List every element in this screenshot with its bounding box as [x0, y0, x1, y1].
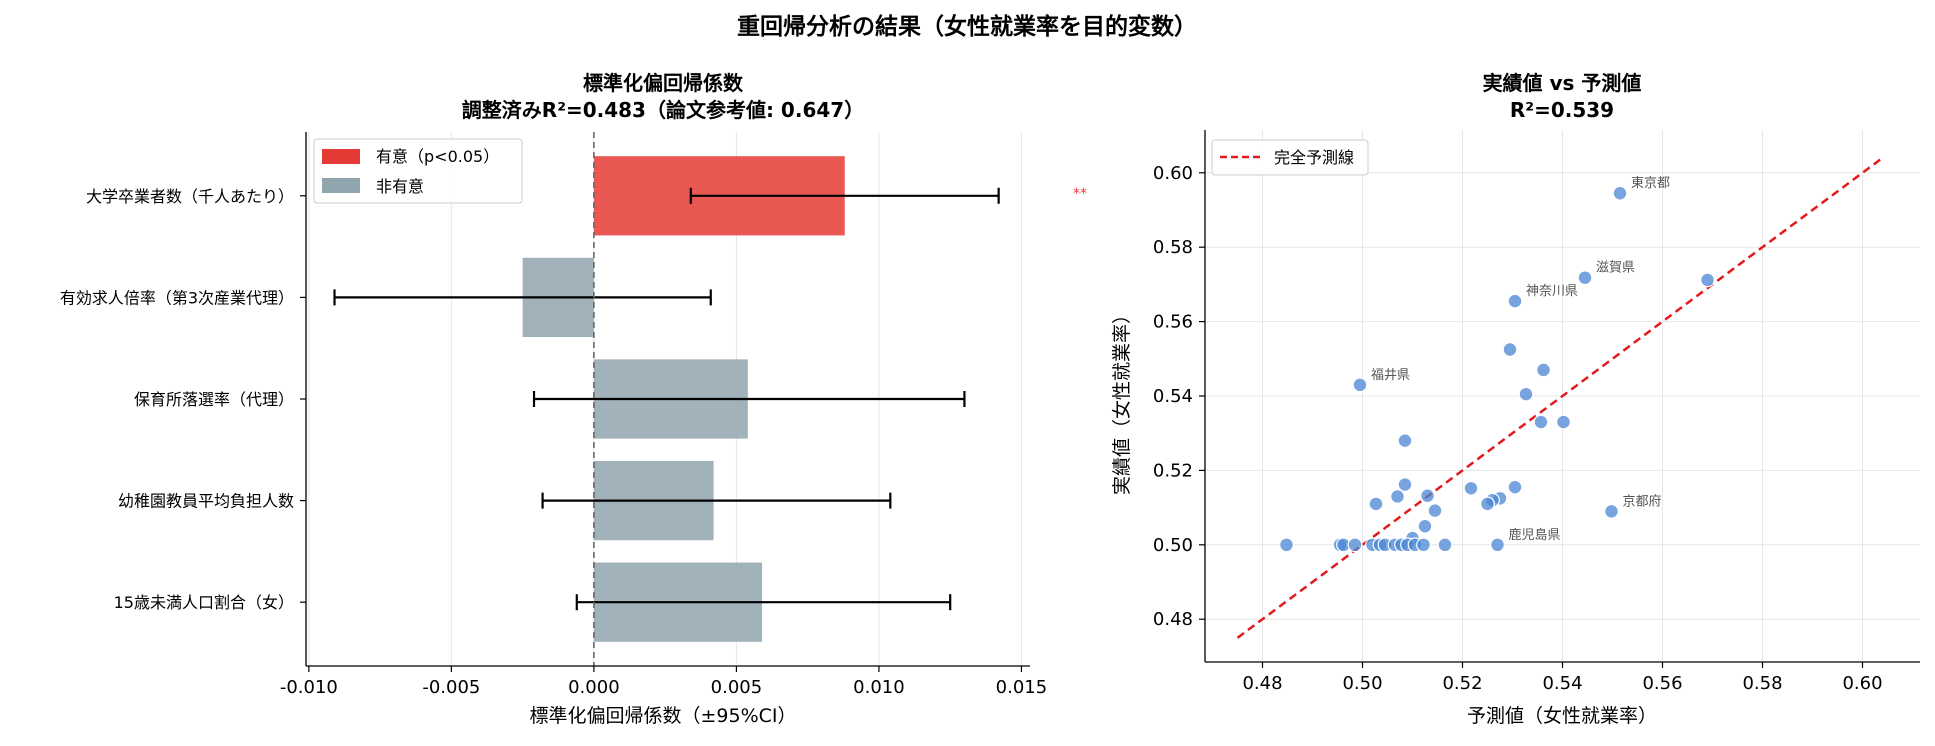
scatter-point — [1556, 414, 1571, 430]
coefficient-legend: 有意（p<0.05） 非有意 — [313, 138, 523, 204]
coefficient-y-ticks: 大学卒業者数（千人あたり） 有効求人倍率（第3次産業代理） 保育所落選率（代理） 幼稚… — [60, 187, 306, 612]
x-tick-label: 0.54 — [1542, 673, 1582, 694]
point-label: 東京都 — [1631, 175, 1670, 191]
scatter-point — [1368, 496, 1384, 512]
scatter-point — [1612, 185, 1628, 201]
point-label: 京都府 — [1623, 494, 1662, 509]
scatter-legend-box — [1211, 139, 1369, 176]
significance-mark: ** — [1073, 186, 1087, 202]
y-tick-label: 0.58 — [1153, 237, 1193, 258]
point-label: 福井県 — [1371, 368, 1410, 383]
scatter-point — [1490, 537, 1505, 553]
coefficient-x-ticks: -0.010 -0.005 0.000 0.005 0.010 0.015 — [280, 666, 1047, 698]
x-tick-label: 0.015 — [996, 677, 1048, 698]
significance-marks: ** — [1073, 186, 1087, 202]
legend-label-significant: 有意（p<0.05） — [376, 147, 499, 166]
scatter-y-axis-label: 実績値（女性就業率） — [1111, 305, 1133, 495]
point-label: 鹿児島県 — [1509, 527, 1561, 543]
x-tick-label: 0.010 — [853, 677, 905, 698]
scatter-point — [1463, 480, 1479, 496]
category-label: 保育所落選率（代理） — [134, 390, 294, 409]
scatter-point — [1347, 537, 1363, 553]
category-label: 15歳未満人口割合（女） — [114, 593, 294, 612]
y-tick-label: 0.54 — [1153, 386, 1193, 407]
scatter-point — [1700, 272, 1715, 288]
scatter-point — [1518, 386, 1534, 402]
point-label: 滋賀県 — [1596, 261, 1635, 276]
figure-title: 重回帰分析の結果（女性就業率を目的変数） — [737, 13, 1197, 40]
x-tick-label: 0.58 — [1742, 673, 1782, 694]
scatter-point — [1397, 477, 1413, 492]
scatter-point — [1397, 433, 1413, 449]
coefficient-panel: 標準化偏回帰係数 調整済みR²=0.483（論文参考値: 0.647） -0.0… — [60, 71, 1087, 727]
legend-swatch-significant — [322, 149, 360, 164]
coefficient-chart-title: 標準化偏回帰係数 — [583, 71, 744, 95]
x-tick-label: 0.52 — [1442, 673, 1482, 694]
coefficient-x-axis-label: 標準化偏回帰係数（±95%CI） — [529, 705, 796, 727]
x-tick-label: 0.000 — [568, 677, 620, 698]
scatter-x-axis-label: 予測値（女性就業率） — [1467, 705, 1657, 727]
scatter-y-ticks: 0.48 0.50 0.52 0.54 0.56 0.58 0.60 — [1153, 163, 1205, 630]
scatter-point — [1352, 377, 1368, 393]
scatter-point — [1577, 270, 1593, 286]
scatter-point — [1427, 503, 1443, 518]
category-label: 大学卒業者数（千人あたり） — [86, 187, 294, 206]
scatter-chart-title: 実績値 vs 予測値 — [1483, 71, 1642, 95]
perfect-line — [1236, 156, 1884, 639]
scatter-point — [1604, 503, 1619, 519]
scatter-point — [1507, 293, 1523, 309]
scatter-x-ticks: 0.48 0.50 0.52 0.54 0.56 0.58 0.60 — [1242, 662, 1883, 694]
y-tick-label: 0.56 — [1153, 312, 1193, 333]
legend-swatch-nonsignificant — [322, 178, 360, 193]
y-tick-label: 0.52 — [1153, 460, 1193, 481]
coefficient-chart-subtitle: 調整済みR²=0.483（論文参考値: 0.647） — [462, 98, 864, 122]
x-tick-label: 0.48 — [1242, 673, 1282, 694]
scatter-point — [1507, 479, 1523, 495]
scatter-panel: 実績値 vs 予測値 R²=0.539 東京都滋賀県神奈川県福井県京都府鹿児島県… — [1111, 71, 1920, 727]
scatter-legend: 完全予測線 — [1211, 139, 1369, 176]
y-tick-label: 0.48 — [1153, 609, 1193, 630]
scatter-point — [1279, 537, 1294, 553]
scatter-point — [1390, 489, 1405, 504]
x-tick-label: 0.50 — [1342, 673, 1382, 694]
scatter-point — [1420, 488, 1435, 504]
scatter-point — [1480, 496, 1495, 512]
category-label: 幼稚園教員平均負担人数 — [118, 492, 294, 511]
scatter-legend-label: 完全予測線 — [1274, 148, 1354, 167]
scatter-point — [1502, 342, 1518, 357]
y-tick-label: 0.50 — [1153, 535, 1193, 556]
point-label: 神奈川県 — [1526, 284, 1578, 299]
scatter-chart-subtitle: R²=0.539 — [1510, 98, 1614, 122]
scatter-point — [1437, 537, 1453, 553]
scatter-point — [1416, 537, 1431, 553]
x-tick-label: 0.56 — [1642, 673, 1682, 694]
perfect-prediction-line — [1236, 156, 1884, 639]
category-label: 有効求人倍率（第3次産業代理） — [60, 288, 294, 307]
scatter-grid — [1205, 130, 1920, 662]
y-tick-label: 0.60 — [1153, 163, 1193, 184]
x-tick-label: -0.010 — [280, 677, 338, 698]
x-tick-label: 0.005 — [711, 677, 763, 698]
coefficient-error-bars — [333, 187, 1000, 611]
legend-label-nonsignificant: 非有意 — [376, 177, 424, 196]
x-tick-label: 0.60 — [1842, 673, 1882, 694]
x-tick-label: -0.005 — [422, 677, 480, 698]
legend-box — [313, 138, 523, 204]
scatter-point — [1536, 362, 1551, 378]
scatter-point — [1417, 518, 1433, 534]
scatter-point — [1533, 414, 1549, 430]
scatter-points — [1279, 185, 1715, 553]
